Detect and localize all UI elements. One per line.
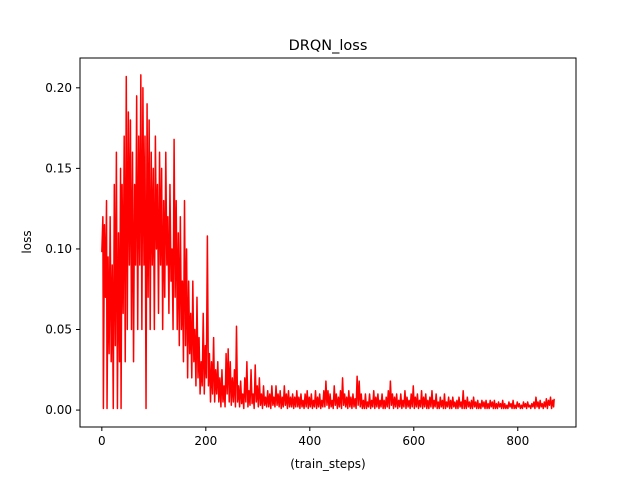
chart-title: DRQN_loss bbox=[289, 38, 368, 54]
x-axis: 0 200 400 600 800 bbox=[98, 427, 529, 448]
y-tick-label: 0.00 bbox=[45, 403, 72, 417]
series-layer bbox=[101, 74, 555, 410]
y-tick-label: 0.20 bbox=[45, 81, 72, 95]
y-tick-label: 0.15 bbox=[45, 161, 72, 175]
series-line-0 bbox=[101, 74, 555, 410]
plot-frame bbox=[79, 57, 577, 428]
x-tick-label: 600 bbox=[402, 434, 425, 448]
y-axis: 0.00 0.05 0.10 0.15 0.20 bbox=[45, 81, 80, 417]
x-tick-label: 200 bbox=[194, 434, 217, 448]
x-axis-label: (train_steps) bbox=[290, 457, 366, 471]
y-axis-label: loss bbox=[20, 230, 34, 253]
x-tick-label: 800 bbox=[506, 434, 529, 448]
x-tick-label: 0 bbox=[98, 434, 106, 448]
y-tick-label: 0.05 bbox=[45, 323, 72, 337]
x-tick-label: 400 bbox=[298, 434, 321, 448]
y-tick-label: 0.10 bbox=[45, 242, 72, 256]
